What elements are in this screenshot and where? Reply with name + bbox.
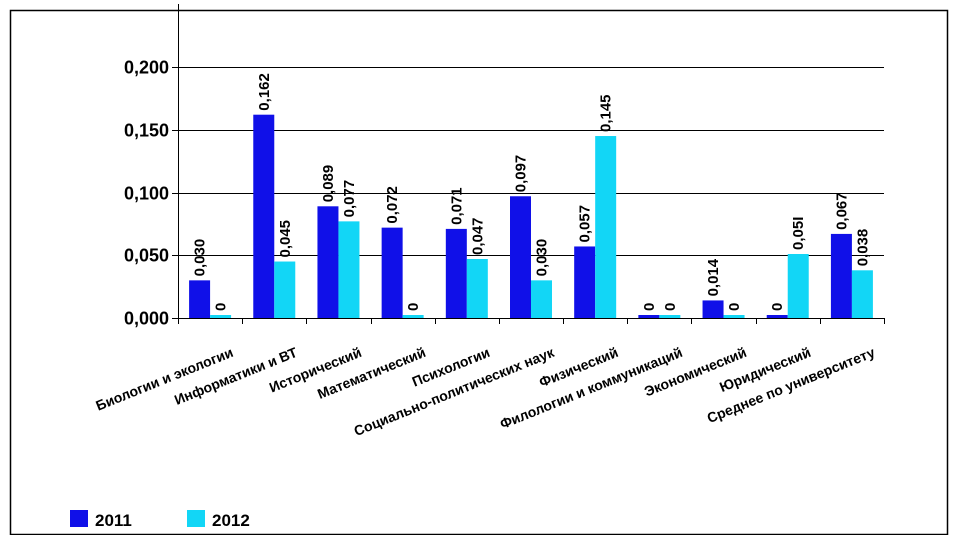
data-label: 0,089 <box>320 165 337 203</box>
data-label: 0,030 <box>192 239 209 277</box>
legend: 2011 2012 <box>70 510 250 530</box>
bar-2012-8 <box>659 315 681 318</box>
bar-2011-10 <box>766 315 788 318</box>
data-label: 0,071 <box>448 187 465 225</box>
legend-label: 2011 <box>95 511 132 530</box>
y-tick-label: 0,100 <box>124 184 169 204</box>
data-label: 0,05I <box>790 217 807 250</box>
bar-2012-10 <box>787 253 809 318</box>
legend-swatch-2011 <box>70 510 88 527</box>
bar-2011-7 <box>574 246 596 318</box>
data-label: 0 <box>662 303 679 311</box>
bar-2011-4 <box>381 227 403 318</box>
bar-2012-1 <box>210 315 232 318</box>
bar-2012-11 <box>851 270 873 318</box>
legend-label: 2012 <box>212 511 250 530</box>
bar-2012-3 <box>338 221 360 318</box>
bar-2012-9 <box>723 315 745 318</box>
data-label: 0 <box>769 303 786 311</box>
bar-2011-1 <box>189 280 211 318</box>
bar-2011-8 <box>638 315 660 318</box>
data-label: 0,162 <box>256 73 273 111</box>
data-label: 0,077 <box>341 180 358 218</box>
bar-2012-2 <box>274 261 296 318</box>
bar-2012-4 <box>402 315 424 318</box>
data-label: 0 <box>641 303 658 311</box>
data-label: 0,145 <box>598 94 615 132</box>
bar-2012-7 <box>595 136 617 318</box>
bar-2011-2 <box>253 114 275 318</box>
data-label: 0,045 <box>277 220 294 258</box>
bar-2011-11 <box>830 233 852 318</box>
y-tick-labels: 0,000 0,050 0,100 0,150 0,200 <box>124 58 169 329</box>
bars <box>189 114 873 318</box>
bar-2011-6 <box>510 196 531 318</box>
data-labels: 0,030 0,162 0,089 0,072 0,071 0,097 0,057 0 0,01… <box>192 73 872 311</box>
data-label: 0 <box>213 303 230 311</box>
axes <box>178 4 885 324</box>
data-label: 0,030 <box>534 239 551 277</box>
bar-2011-9 <box>702 300 724 318</box>
data-label: 0,072 <box>384 186 401 224</box>
data-label: 0 <box>726 303 743 311</box>
data-label: 0,097 <box>513 155 530 193</box>
legend-swatch-2012 <box>187 510 205 527</box>
y-tick-label: 0,050 <box>124 246 169 266</box>
data-label: 0,038 <box>854 229 871 267</box>
bar-2011-5 <box>445 228 467 318</box>
y-tick-label: 0,000 <box>124 309 169 329</box>
bar-2011-3 <box>317 206 339 318</box>
y-tick-label: 0,200 <box>124 58 169 78</box>
data-label: 0 <box>405 303 422 311</box>
bar-2012-6 <box>531 280 552 318</box>
data-label: 0,014 <box>705 258 722 296</box>
data-label: 0,057 <box>577 205 594 243</box>
y-tick-label: 0,150 <box>124 121 169 141</box>
data-label: 0,047 <box>469 217 486 255</box>
data-label: 0,067 <box>833 192 850 230</box>
bar-2012-5 <box>466 259 488 318</box>
